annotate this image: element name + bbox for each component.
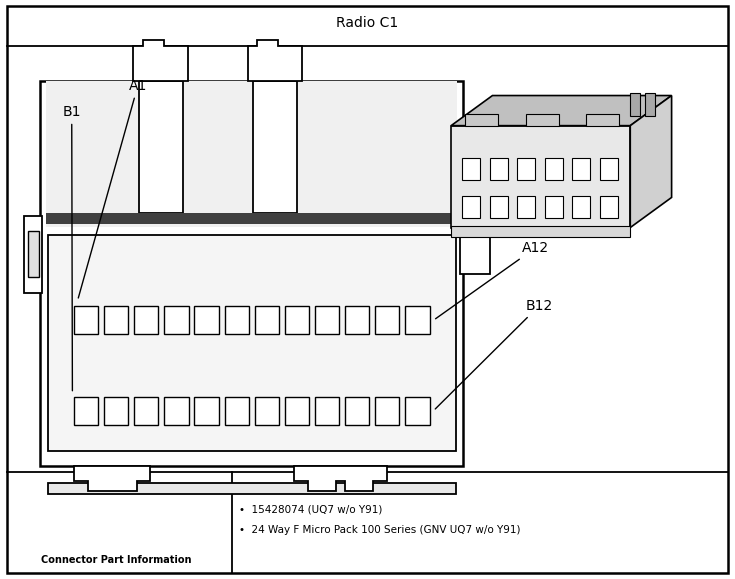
Text: •  24 Way F Micro Pack 100 Series (GNV UQ7 w/o Y91): • 24 Way F Micro Pack 100 Series (GNV UQ… bbox=[239, 525, 520, 535]
Bar bbox=[194, 306, 219, 334]
Bar bbox=[375, 306, 399, 334]
Bar bbox=[194, 397, 219, 425]
Bar bbox=[254, 306, 279, 334]
Bar bbox=[224, 397, 248, 425]
Bar bbox=[630, 93, 640, 116]
Bar bbox=[406, 306, 429, 334]
Bar bbox=[573, 196, 590, 218]
Bar bbox=[490, 196, 508, 218]
Bar bbox=[134, 306, 158, 334]
Bar bbox=[600, 158, 618, 180]
Bar bbox=[104, 397, 128, 425]
Bar bbox=[28, 231, 38, 277]
Bar bbox=[224, 306, 248, 334]
Text: B12: B12 bbox=[435, 299, 553, 409]
Text: A1: A1 bbox=[79, 79, 147, 298]
Text: •  12110088 (Except UQ7 w/o Y91): • 12110088 (Except UQ7 w/o Y91) bbox=[239, 484, 420, 494]
Bar bbox=[545, 196, 563, 218]
Bar bbox=[284, 306, 309, 334]
Text: •  15428074 (UQ7 w/o Y91): • 15428074 (UQ7 w/o Y91) bbox=[239, 504, 382, 515]
Polygon shape bbox=[74, 466, 150, 491]
Bar bbox=[315, 306, 339, 334]
Bar bbox=[48, 235, 456, 450]
Bar bbox=[406, 397, 429, 425]
Bar bbox=[164, 397, 188, 425]
Bar bbox=[462, 158, 480, 180]
Bar bbox=[462, 196, 480, 218]
Polygon shape bbox=[451, 96, 672, 126]
Bar bbox=[600, 196, 618, 218]
Bar bbox=[345, 306, 369, 334]
Bar bbox=[517, 196, 535, 218]
Bar bbox=[517, 158, 535, 180]
Bar bbox=[164, 306, 188, 334]
Polygon shape bbox=[248, 40, 303, 81]
Bar bbox=[74, 397, 98, 425]
Bar bbox=[48, 483, 456, 494]
Bar bbox=[375, 397, 399, 425]
Bar bbox=[465, 114, 498, 126]
Bar bbox=[490, 158, 508, 180]
Bar bbox=[254, 397, 279, 425]
Bar bbox=[104, 306, 128, 334]
Bar bbox=[253, 81, 297, 213]
Bar bbox=[545, 158, 563, 180]
Bar bbox=[139, 81, 183, 213]
Bar bbox=[345, 397, 369, 425]
Bar bbox=[74, 306, 98, 334]
Bar bbox=[645, 93, 655, 116]
Bar bbox=[586, 114, 619, 126]
Bar bbox=[40, 81, 463, 466]
Bar bbox=[24, 216, 42, 293]
Polygon shape bbox=[630, 96, 672, 228]
Polygon shape bbox=[451, 126, 630, 228]
Text: Connector Part Information: Connector Part Information bbox=[40, 555, 191, 565]
Bar bbox=[315, 397, 339, 425]
Text: A12: A12 bbox=[436, 241, 549, 319]
Bar bbox=[526, 114, 559, 126]
Bar bbox=[460, 189, 490, 273]
Polygon shape bbox=[294, 466, 387, 491]
Bar bbox=[46, 213, 457, 223]
Text: Radio C1: Radio C1 bbox=[337, 16, 398, 30]
Bar bbox=[46, 81, 457, 228]
Polygon shape bbox=[134, 40, 188, 81]
Bar bbox=[134, 397, 158, 425]
Bar bbox=[451, 226, 630, 237]
Text: B1: B1 bbox=[62, 105, 81, 391]
Bar bbox=[573, 158, 590, 180]
Bar bbox=[284, 397, 309, 425]
